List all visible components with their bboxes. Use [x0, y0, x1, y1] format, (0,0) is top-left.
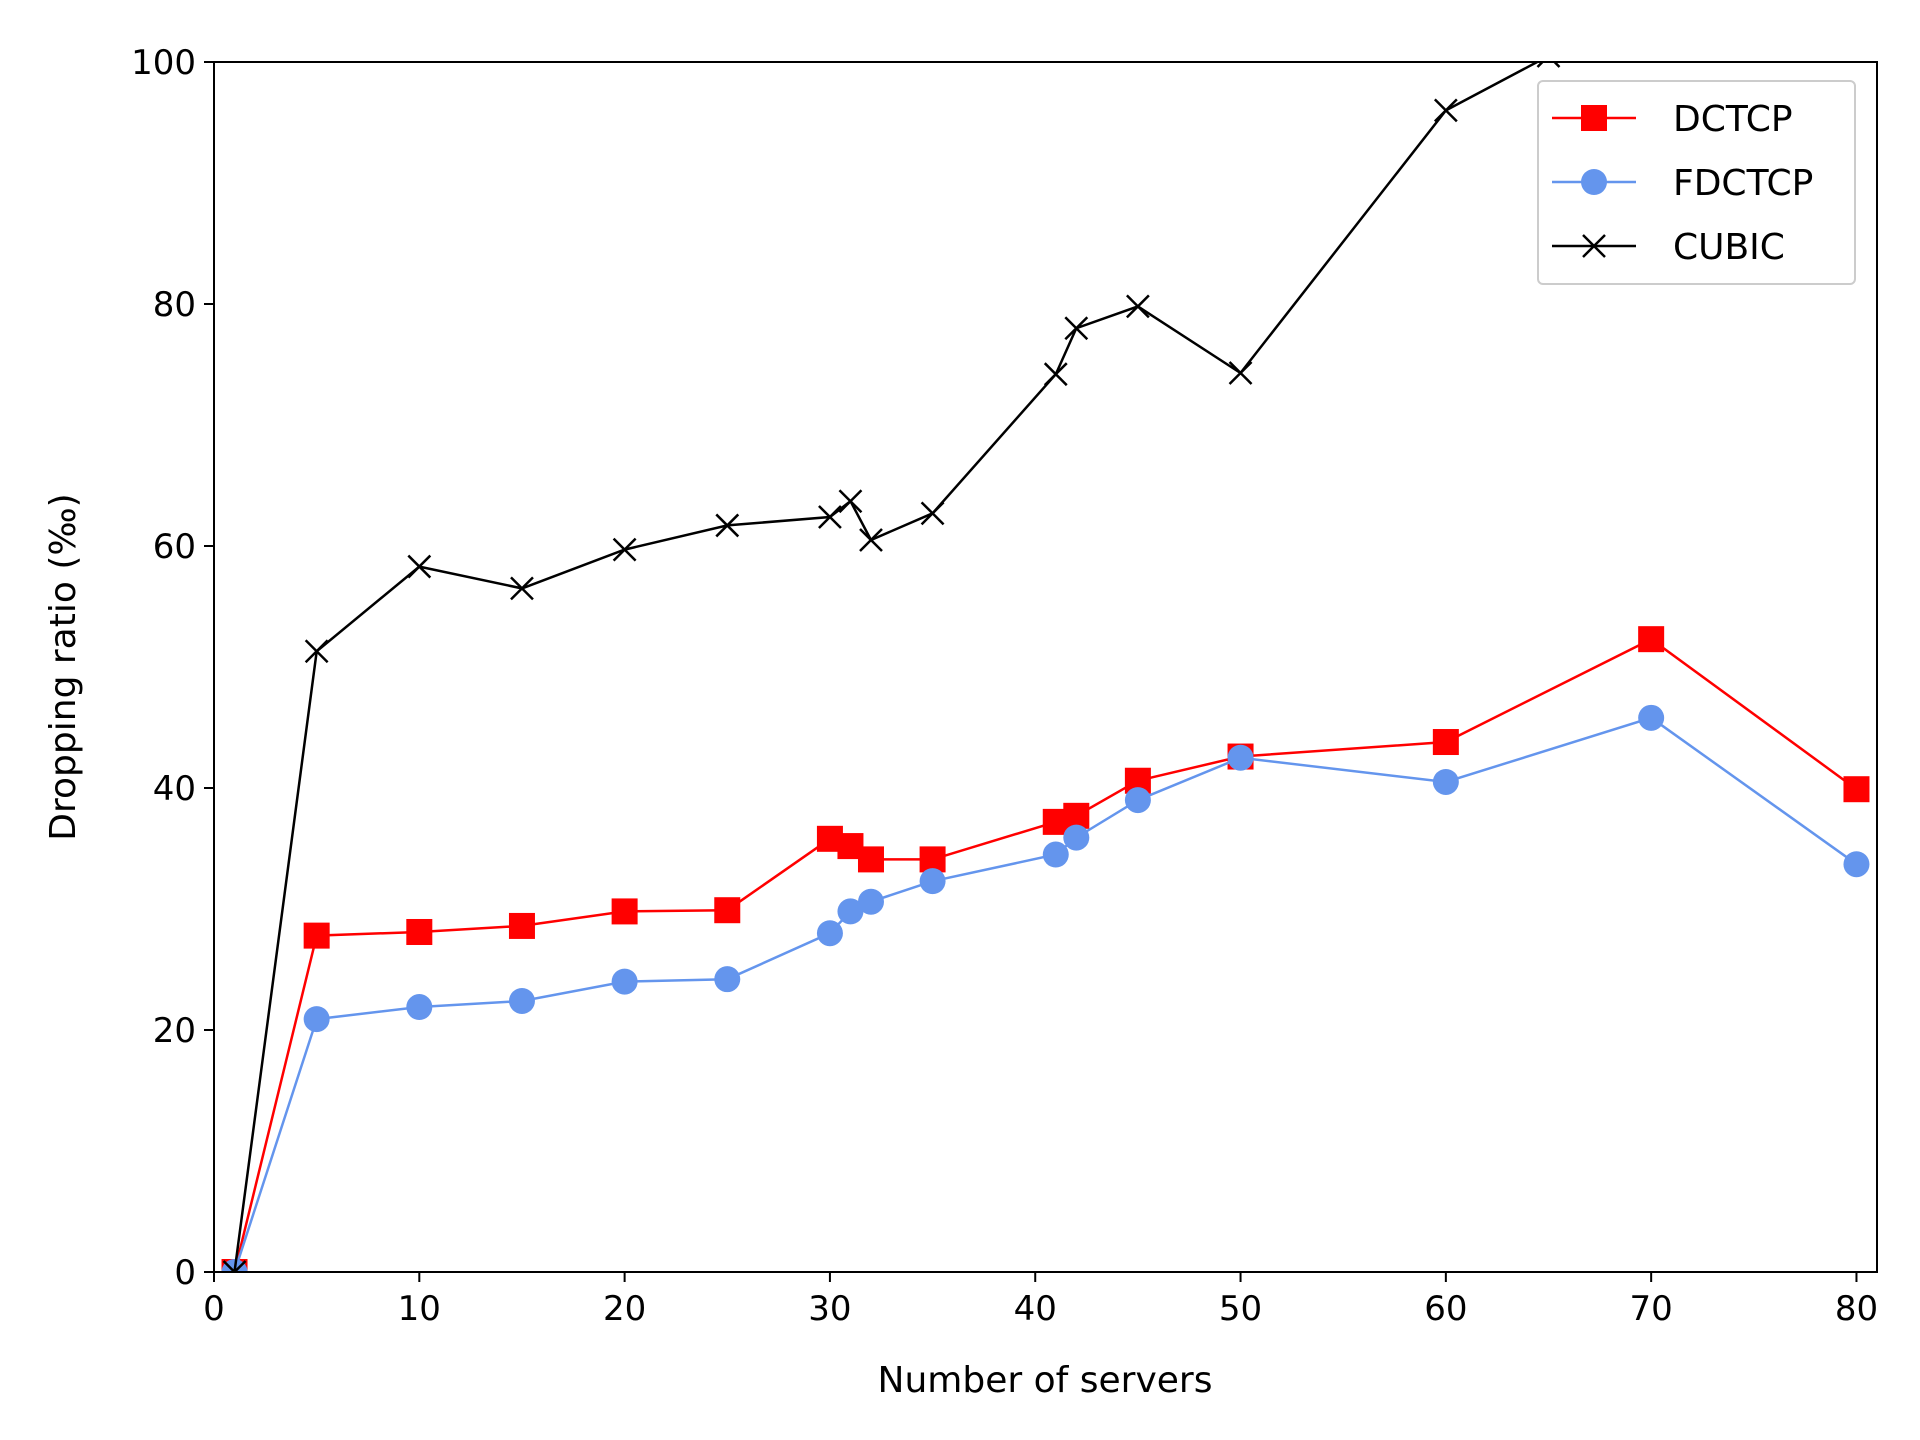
x-tick-label-50: 50 — [1219, 1289, 1262, 1329]
ticks-layer: 0 10 20 30 40 50 60 70 80 0 20 40 60 80 100 — [131, 43, 1878, 1329]
plot-frame — [213, 61, 1878, 1273]
point-cubic-35 — [920, 501, 945, 526]
x-tick-label-20: 20 — [603, 1289, 646, 1329]
point-fdctcp-45 — [1124, 787, 1151, 814]
x-tick-label-40: 40 — [1014, 1289, 1057, 1329]
point-fdctcp-42 — [1063, 824, 1090, 851]
point-fdctcp-80 — [1843, 851, 1870, 878]
x-tick-label-0: 0 — [203, 1289, 225, 1329]
series-line-dctcp — [233, 637, 1858, 1272]
point-cubic-5 — [304, 639, 329, 664]
point-dctcp-32 — [857, 846, 884, 873]
point-fdctcp-41 — [1042, 841, 1069, 868]
point-dctcp-15 — [508, 912, 535, 939]
x-tick-label-30: 30 — [808, 1289, 851, 1329]
point-fdctcp-5 — [303, 1006, 330, 1033]
point-fdctcp-32 — [857, 888, 884, 915]
x-tick-label-60: 60 — [1424, 1289, 1467, 1329]
legend-label-dctcp: DCTCP — [1673, 99, 1793, 140]
x-tick-label-10: 10 — [398, 1289, 441, 1329]
y-tick-label-0: 0 — [174, 1253, 196, 1293]
point-fdctcp-10 — [406, 994, 433, 1021]
legend-item-dctcp: DCTCP — [1552, 99, 1793, 140]
point-cubic-60 — [1433, 98, 1458, 123]
point-cubic-1 — [222, 1260, 247, 1272]
point-cubic-32 — [859, 528, 883, 552]
legend-item-cubic: CUBIC — [1552, 227, 1785, 268]
y-axis-label: Dropping ratio (‰) — [43, 493, 84, 840]
point-dctcp-42 — [1063, 802, 1090, 829]
point-dctcp-70 — [1638, 626, 1665, 653]
legend-box — [1537, 80, 1856, 285]
x-tick-label-80: 80 — [1835, 1289, 1878, 1329]
point-dctcp-10 — [406, 918, 433, 945]
point-dctcp-25 — [714, 897, 741, 924]
legend-marker-cubic — [1582, 234, 1606, 258]
y-tick-label-100: 100 — [131, 43, 196, 83]
point-cubic-31 — [838, 489, 863, 514]
point-cubic-15 — [510, 576, 534, 601]
point-dctcp-35 — [919, 846, 946, 873]
point-fdctcp-31 — [837, 898, 864, 925]
point-fdctcp-15 — [508, 987, 535, 1014]
point-dctcp-60 — [1432, 729, 1459, 756]
x-axis-label: Number of servers — [878, 1360, 1213, 1401]
point-dctcp-5 — [303, 922, 330, 949]
legend-marker-dctcp — [1581, 105, 1607, 131]
series-cubic — [222, 62, 1561, 1272]
y-tick-label-20: 20 — [153, 1011, 196, 1051]
point-fdctcp-20 — [611, 968, 638, 995]
legend: DCTCP FDCTCP CUBIC — [1537, 80, 1856, 285]
point-cubic-20 — [612, 537, 637, 562]
series-line-cubic — [233, 62, 1540, 1272]
point-fdctcp-50 — [1227, 744, 1254, 771]
point-fdctcp-70 — [1638, 704, 1665, 731]
x-tick-label-70: 70 — [1630, 1289, 1673, 1329]
legend-label-fdctcp: FDCTCP — [1673, 163, 1813, 204]
series-layer — [221, 62, 1870, 1272]
point-fdctcp-35 — [919, 868, 946, 895]
y-tick-label-80: 80 — [153, 285, 196, 325]
point-cubic-10 — [407, 554, 432, 579]
point-cubic-65 — [1536, 62, 1561, 68]
point-cubic-41 — [1043, 362, 1068, 387]
point-fdctcp-25 — [714, 966, 741, 993]
point-fdctcp-30 — [816, 920, 843, 947]
legend-label-cubic: CUBIC — [1673, 227, 1785, 268]
point-fdctcp-60 — [1432, 768, 1459, 795]
point-cubic-42 — [1064, 316, 1089, 341]
legend-marker-fdctcp — [1581, 169, 1607, 195]
point-dctcp-20 — [611, 898, 638, 925]
point-cubic-50 — [1228, 361, 1253, 385]
point-cubic-45 — [1126, 294, 1150, 319]
series-line-fdctcp — [233, 716, 1858, 1272]
series-fdctcp — [221, 704, 1870, 1272]
point-cubic-25 — [715, 513, 740, 538]
point-dctcp-80 — [1843, 776, 1870, 803]
point-cubic-30 — [818, 505, 842, 529]
series-dctcp — [221, 626, 1870, 1272]
y-tick-label-60: 60 — [153, 527, 196, 567]
legend-item-fdctcp: FDCTCP — [1552, 163, 1813, 204]
y-tick-label-40: 40 — [153, 769, 196, 809]
